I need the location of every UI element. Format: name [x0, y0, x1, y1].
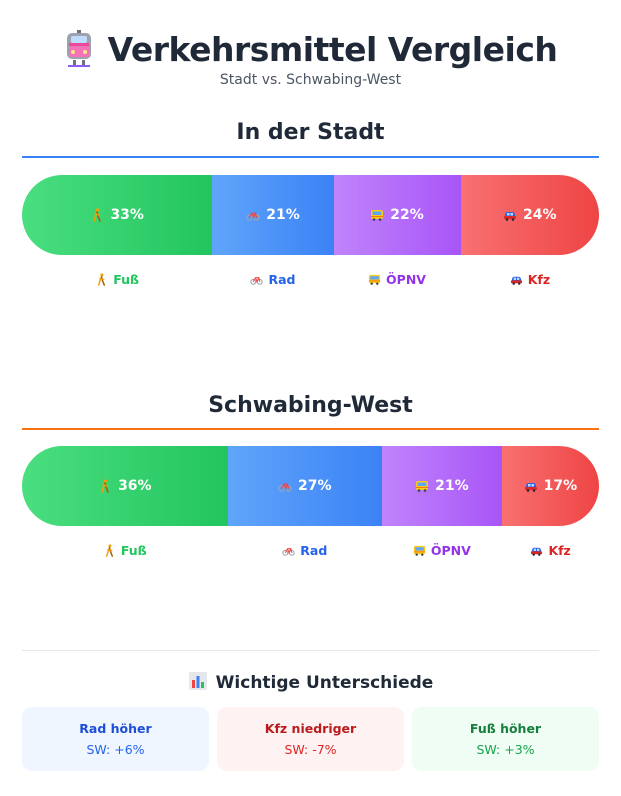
- difference-card-label: Fuß höher: [469, 721, 542, 736]
- legend-label: ÖPNV: [386, 272, 426, 287]
- legend-label: Fuß: [120, 543, 147, 558]
- segment-car: 17%: [501, 446, 599, 526]
- segment-car: 24%: [460, 175, 599, 255]
- data-label: 33%: [110, 207, 144, 223]
- data-label: 21%: [266, 207, 300, 223]
- legend-item-public-transport: ÖPNV: [413, 543, 471, 558]
- differences-cards: Rad höher SW: +6% Kfz niedriger SW: -7% …: [22, 707, 599, 771]
- legend-item-car: Kfz: [510, 272, 550, 287]
- differences-header: Wichtige Unterschiede: [0, 670, 621, 696]
- stacked-bar-city: 33% 21% 22% 24%: [22, 175, 599, 255]
- bus-icon: [415, 479, 429, 493]
- divider: [22, 650, 599, 651]
- segment-foot: 36%: [22, 446, 228, 526]
- legend-item-foot: Fuß: [103, 543, 147, 558]
- bus-icon: [370, 208, 384, 222]
- page-subtitle: Stadt vs. Schwabing-West: [219, 72, 402, 88]
- segment-public-transport: 21%: [381, 446, 502, 526]
- segment-bike: 27%: [227, 446, 382, 526]
- data-label: 36%: [118, 478, 152, 494]
- walking-person-icon: [95, 273, 108, 286]
- legend-label: Rad: [300, 543, 328, 558]
- stacked-bar-schwabing-west: 36% 27% 21% 17%: [22, 446, 599, 526]
- differences-title: Wichtige Unterschiede: [215, 673, 434, 693]
- legend-item-foot: Fuß: [95, 272, 139, 287]
- section-rule-city: [22, 156, 599, 158]
- data-label: 24%: [522, 207, 557, 223]
- data-label: 27%: [298, 478, 332, 494]
- segment-foot: 33%: [22, 175, 213, 255]
- walking-person-icon: [103, 544, 116, 557]
- difference-card-label: Rad höher: [79, 721, 152, 736]
- difference-card-bike: Rad höher SW: +6%: [22, 707, 209, 771]
- car-icon: [510, 273, 523, 286]
- difference-card-value: SW: +6%: [86, 742, 145, 757]
- car-icon: [503, 208, 517, 222]
- bicycle-icon: [282, 544, 296, 557]
- legend-label: Kfz: [548, 543, 571, 558]
- bicycle-icon: [250, 273, 264, 286]
- bar-chart-icon: [188, 671, 208, 695]
- segment-public-transport: 22%: [333, 175, 461, 255]
- legend-city: Fuß Rad ÖPNV Kfz: [22, 272, 599, 292]
- difference-card-value: SW: +3%: [476, 742, 535, 757]
- legend-label: Rad: [268, 272, 296, 287]
- legend-item-bike: Rad: [250, 272, 296, 287]
- bicycle-icon: [278, 479, 292, 493]
- bicycle-icon: [246, 208, 260, 222]
- difference-card-car: Kfz niedriger SW: -7%: [217, 707, 404, 771]
- legend-label: ÖPNV: [430, 543, 471, 558]
- difference-card-value: SW: -7%: [284, 742, 337, 757]
- bus-icon: [368, 273, 381, 286]
- section-title-city: In der Stadt: [236, 120, 385, 145]
- legend-schwabing-west: Fuß Rad ÖPNV Kfz: [22, 543, 599, 563]
- bus-icon: [413, 544, 426, 557]
- header: Verkehrsmittel Vergleich: [0, 26, 621, 72]
- car-icon: [524, 479, 538, 493]
- walking-person-icon: [90, 208, 104, 222]
- legend-item-car: Kfz: [530, 543, 571, 558]
- legend-item-public-transport: ÖPNV: [368, 272, 426, 287]
- data-label: 22%: [390, 207, 424, 223]
- segment-bike: 21%: [212, 175, 334, 255]
- difference-card-label: Kfz niedriger: [264, 721, 357, 736]
- car-icon: [530, 544, 543, 557]
- legend-label: Kfz: [527, 272, 551, 287]
- legend-item-bike: Rad: [282, 543, 327, 558]
- section-title-schwabing-west: Schwabing-West: [208, 393, 413, 418]
- page-title: Verkehrsmittel Vergleich: [107, 29, 558, 69]
- tram-icon: [64, 29, 94, 69]
- section-rule-schwabing-west: [22, 428, 599, 430]
- data-label: 21%: [435, 478, 469, 494]
- difference-card-foot: Fuß höher SW: +3%: [412, 707, 599, 771]
- walking-person-icon: [98, 479, 112, 493]
- legend-label: Fuß: [113, 272, 140, 287]
- data-label: 17%: [543, 478, 578, 494]
